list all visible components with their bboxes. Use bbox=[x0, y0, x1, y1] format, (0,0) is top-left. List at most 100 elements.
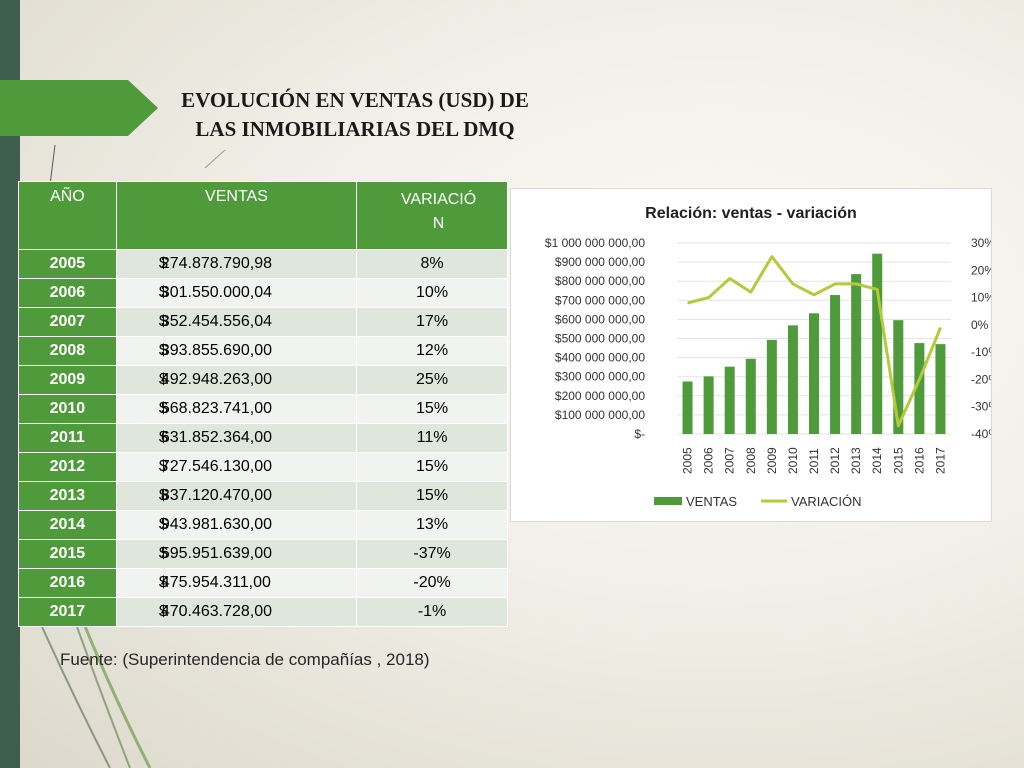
table-row: 2007 $352.454.556,04 17% bbox=[18, 307, 508, 337]
table-row: 2010 $568.823.741,00 15% bbox=[18, 394, 508, 424]
header-variation: VARIACIÓ N bbox=[356, 181, 508, 250]
cell-year: 2011 bbox=[18, 423, 117, 453]
cell-sales: $470.463.728,00 bbox=[115, 597, 358, 627]
legend-swatch-ventas bbox=[654, 497, 682, 505]
y-left-tick-label: $700 000 000,00 bbox=[555, 293, 645, 307]
x-tick-label: 2006 bbox=[702, 447, 716, 474]
cell-currency: $ bbox=[158, 342, 168, 359]
y-right-tick-label: 10% bbox=[971, 291, 991, 305]
cell-variation: 25% bbox=[356, 365, 508, 395]
y-right-tick-label: -20% bbox=[971, 372, 991, 386]
cell-sales: $631.852.364,00 bbox=[115, 423, 358, 453]
cell-currency: $ bbox=[158, 429, 168, 446]
header-year: AÑO bbox=[18, 181, 117, 250]
y-left-tick-label: $600 000 000,00 bbox=[555, 312, 645, 326]
title-arrow-banner bbox=[0, 80, 158, 136]
x-tick-label: 2016 bbox=[912, 447, 926, 474]
cell-year: 2009 bbox=[18, 365, 117, 395]
cell-sales-value: 470.463.728,00 bbox=[160, 603, 273, 620]
table-row: 2012 $727.546.130,00 15% bbox=[18, 452, 508, 482]
table-row: 2005 $274.878.790,98 8% bbox=[18, 249, 508, 279]
header-sales: VENTAS bbox=[115, 181, 358, 250]
cell-currency: $ bbox=[158, 400, 168, 417]
cell-sales-value: 352.454.556,04 bbox=[160, 313, 273, 330]
cell-currency: $ bbox=[158, 371, 168, 388]
y-right-tick-label: -10% bbox=[971, 345, 991, 359]
cell-variation: -1% bbox=[356, 597, 508, 627]
cell-variation: 12% bbox=[356, 336, 508, 366]
table-row: 2011 $631.852.364,00 11% bbox=[18, 423, 508, 453]
x-tick-label: 2005 bbox=[681, 447, 695, 474]
cell-currency: $ bbox=[158, 603, 168, 620]
bar-2015 bbox=[893, 320, 904, 434]
title-line-1: EVOLUCIÓN EN VENTAS (USD) DE bbox=[181, 88, 529, 112]
table-row: 2013 $837.120.470,00 15% bbox=[18, 481, 508, 511]
x-tick-label: 2007 bbox=[723, 447, 737, 474]
y-right-tick-label: -30% bbox=[971, 400, 991, 414]
table-row: 2017 $470.463.728,00 -1% bbox=[18, 597, 508, 627]
cell-currency: $ bbox=[158, 284, 168, 301]
y-right-tick-label: 30% bbox=[971, 236, 991, 250]
cell-sales-value: 568.823.741,00 bbox=[160, 400, 273, 417]
table-row: 2008 $393.855.690,00 12% bbox=[18, 336, 508, 366]
cell-year: 2008 bbox=[18, 336, 117, 366]
y-left-tick-label: $1 000 000 000,00 bbox=[545, 236, 645, 250]
cell-year: 2012 bbox=[18, 452, 117, 482]
bar-2006 bbox=[703, 376, 714, 434]
x-tick-label: 2011 bbox=[807, 448, 821, 474]
cell-sales-value: 301.550.000,04 bbox=[160, 284, 273, 301]
title-line-2: LAS INMOBILIARIAS DEL DMQ bbox=[195, 117, 515, 141]
cell-variation: 11% bbox=[356, 423, 508, 453]
cell-sales-value: 475.954.311,00 bbox=[160, 574, 271, 591]
cell-sales: $837.120.470,00 bbox=[115, 481, 358, 511]
y-left-tick-label: $900 000 000,00 bbox=[555, 255, 645, 269]
table-row: 2015 $595.951.639,00 -37% bbox=[18, 539, 508, 569]
bar-2007 bbox=[724, 366, 735, 434]
bar-2014 bbox=[872, 253, 883, 434]
bar-2010 bbox=[787, 325, 798, 434]
chart-container: Relación: ventas - variación $- $100 000 … bbox=[510, 188, 992, 522]
y-left-tick-label: $300 000 000,00 bbox=[555, 370, 645, 384]
source-note: Fuente: (Superintendencia de compañías ,… bbox=[60, 650, 430, 669]
cell-year: 2006 bbox=[18, 278, 117, 308]
cell-year: 2017 bbox=[18, 597, 117, 627]
cell-variation: 13% bbox=[356, 510, 508, 540]
cell-variation: 15% bbox=[356, 452, 508, 482]
combo-chart: $- $100 000 000,00 $200 000 000,00 $300 000… bbox=[545, 236, 991, 509]
cell-variation: 15% bbox=[356, 394, 508, 424]
cell-sales-value: 943.981.630,00 bbox=[160, 516, 273, 533]
cell-sales: $568.823.741,00 bbox=[115, 394, 358, 424]
cell-year: 2014 bbox=[18, 510, 117, 540]
table-row: 2016 $475.954.311,00 -20% bbox=[18, 568, 508, 598]
y-left-tick-label: $200 000 000,00 bbox=[555, 389, 645, 403]
table-row: 2006 $301.550.000,04 10% bbox=[18, 278, 508, 308]
cell-year: 2013 bbox=[18, 481, 117, 511]
cell-variation: -37% bbox=[356, 539, 508, 569]
cell-variation: 15% bbox=[356, 481, 508, 511]
cell-sales: $393.855.690,00 bbox=[115, 336, 358, 366]
cell-currency: $ bbox=[158, 574, 168, 591]
bar-2011 bbox=[809, 313, 819, 434]
chart-title: Relación: ventas - variación bbox=[645, 205, 857, 222]
cell-currency: $ bbox=[158, 487, 168, 504]
y-right-tick-label: -40% bbox=[971, 427, 991, 441]
cell-variation: -20% bbox=[356, 568, 508, 598]
cell-sales: $301.550.000,04 bbox=[115, 278, 358, 308]
cell-currency: $ bbox=[158, 313, 168, 330]
cell-variation: 17% bbox=[356, 307, 508, 337]
cell-year: 2007 bbox=[18, 307, 117, 337]
x-tick-label: 2015 bbox=[891, 447, 905, 474]
cell-sales: $943.981.630,00 bbox=[115, 510, 358, 540]
y-left-tick-label: $800 000 000,00 bbox=[555, 274, 645, 288]
y-left-tick-label: $400 000 000,00 bbox=[555, 351, 645, 365]
y-right-tick-label: 0% bbox=[971, 318, 989, 332]
cell-year: 2005 bbox=[18, 249, 117, 279]
x-tick-label: 2012 bbox=[828, 447, 842, 474]
y-left-tick-label: $- bbox=[634, 427, 645, 441]
table-row: 2009 $492.948.263,00 25% bbox=[18, 365, 508, 395]
y-right-tick-label: 20% bbox=[971, 263, 991, 277]
x-tick-label: 2009 bbox=[765, 447, 779, 474]
cell-sales: $352.454.556,04 bbox=[115, 307, 358, 337]
bar-2017 bbox=[935, 344, 946, 434]
header-variation-line-1: VARIACIÓ bbox=[400, 191, 477, 208]
